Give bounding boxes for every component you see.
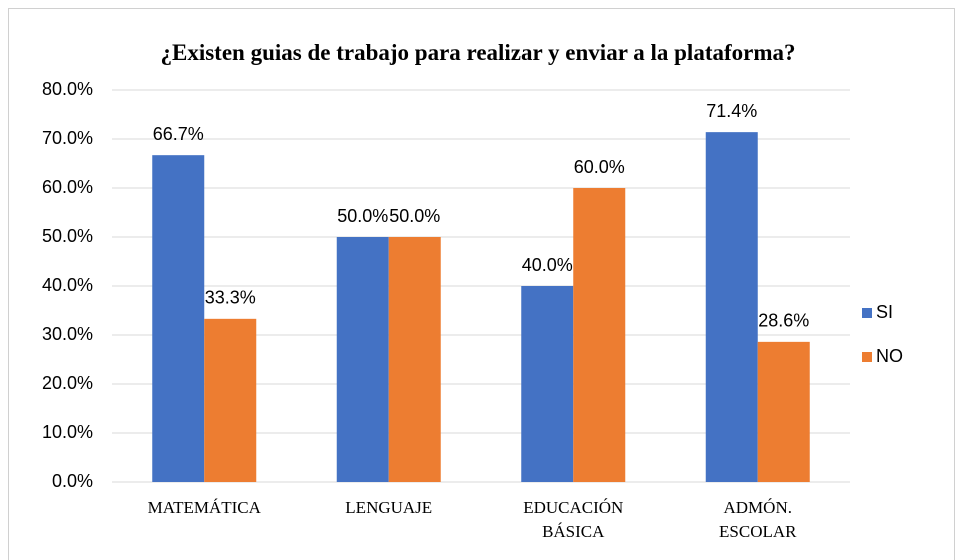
y-tick-label: 60.0% — [42, 177, 93, 197]
data-label: 60.0% — [574, 157, 625, 177]
data-label: 71.4% — [706, 101, 757, 121]
y-tick-label: 50.0% — [42, 226, 93, 246]
x-tick-label: MATEMÁTICA — [147, 498, 261, 517]
x-tick-label: ADMÓN. ESCOLAR — [719, 498, 797, 541]
bar — [521, 286, 574, 482]
data-label: 33.3% — [205, 288, 256, 308]
data-label: 66.7% — [153, 124, 204, 144]
chart-title: ¿Existen guias de trabajo para realizar … — [160, 40, 796, 65]
y-tick-label: 30.0% — [42, 324, 93, 344]
bar — [388, 237, 441, 482]
legend-swatch — [862, 352, 872, 362]
data-label: 50.0% — [337, 206, 388, 226]
chart-border — [8, 8, 955, 560]
y-tick-label: 10.0% — [42, 422, 93, 442]
legend-label: SI — [876, 302, 893, 322]
y-tick-label: 0.0% — [52, 471, 93, 491]
data-label: 40.0% — [522, 255, 573, 275]
bar — [336, 237, 389, 482]
x-tick-label: EDUCACIÓN BÁSICA — [523, 498, 624, 541]
data-label: 50.0% — [389, 206, 440, 226]
x-tick-label: LENGUAJE — [345, 498, 433, 517]
bar — [757, 341, 810, 482]
data-label: 28.6% — [758, 311, 809, 331]
legend-label: NO — [876, 346, 903, 366]
y-tick-label: 20.0% — [42, 373, 93, 393]
bar — [152, 155, 205, 483]
bar — [204, 318, 257, 482]
y-tick-label: 70.0% — [42, 128, 93, 148]
y-tick-label: 80.0% — [42, 79, 93, 99]
bar — [573, 188, 626, 482]
legend-swatch — [862, 308, 872, 318]
bar — [705, 132, 758, 482]
y-tick-label: 40.0% — [42, 275, 93, 295]
